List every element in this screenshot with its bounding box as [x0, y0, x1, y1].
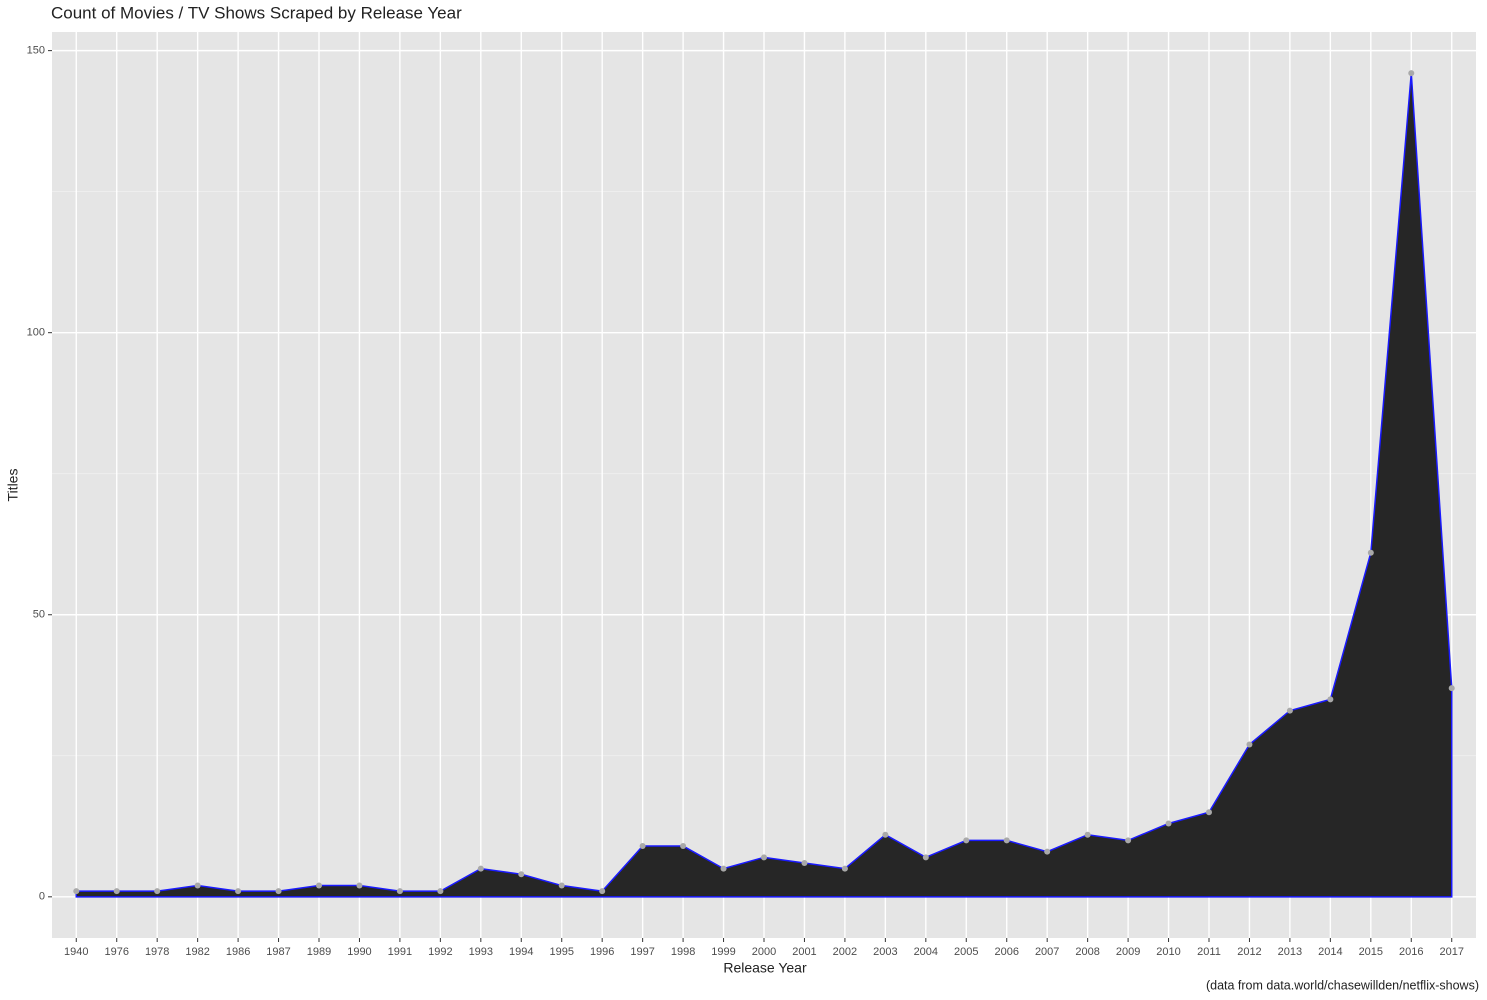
point [1003, 837, 1010, 844]
x-tick-label: 1986 [226, 946, 250, 958]
x-tick-label: 2002 [833, 946, 857, 958]
point [720, 865, 727, 872]
x-tick-label: 1997 [630, 946, 654, 958]
x-tick-label: 1990 [347, 946, 371, 958]
point [154, 888, 161, 895]
point [922, 854, 929, 861]
area [75, 73, 1453, 898]
x-tick-label: 1992 [428, 946, 452, 958]
caption: (data from data.world/chasewillden/netfl… [1206, 978, 1479, 992]
point [761, 854, 767, 861]
point [316, 882, 322, 889]
x-tick-label: 2006 [994, 946, 1018, 958]
point [518, 871, 525, 878]
point [1206, 809, 1212, 816]
x-tick-label: 2012 [1237, 946, 1261, 958]
x-tick-label: 1995 [549, 946, 573, 958]
point [1084, 831, 1091, 838]
x-tick-label: 2015 [1359, 946, 1383, 958]
point [1246, 741, 1253, 748]
point [639, 843, 646, 850]
y-axis-label: Titles [5, 469, 21, 502]
point [194, 882, 201, 889]
point [1327, 696, 1334, 703]
x-tick-label: 2009 [1116, 946, 1140, 958]
x-tick-label: 2003 [873, 946, 897, 958]
point [1044, 848, 1051, 855]
point [1367, 549, 1374, 556]
x-axis-label: Release Year [723, 960, 807, 976]
point [841, 865, 848, 872]
x-tick-label: 1998 [671, 946, 695, 958]
y-tick-label: 0 [39, 891, 45, 903]
point [1165, 820, 1172, 827]
y-tick-label: 100 [27, 327, 45, 339]
point [1286, 707, 1293, 714]
point [235, 888, 242, 895]
point [477, 865, 484, 872]
x-tick-label: 2014 [1318, 946, 1342, 958]
point [599, 888, 606, 895]
x-tick-label: 1996 [590, 946, 614, 958]
point [1448, 685, 1455, 692]
point [437, 888, 444, 895]
x-tick-label: 1999 [711, 946, 735, 958]
grid [52, 32, 1476, 938]
point [680, 843, 687, 850]
x-tick-label: 2017 [1439, 946, 1463, 958]
point [73, 888, 80, 895]
x-tick-label: 2011 [1197, 946, 1221, 958]
chart-title: Count of Movies / TV Shows Scraped by Re… [51, 3, 462, 22]
x-tick-label: 2007 [1035, 946, 1059, 958]
x-tick-label: 1989 [307, 946, 331, 958]
x-tick-label: 1940 [64, 946, 88, 958]
x-tick-label: 2001 [792, 946, 816, 958]
point [882, 831, 889, 838]
point [275, 888, 282, 895]
x-tick-label: 2010 [1156, 946, 1180, 958]
x-tick-label: 2005 [954, 946, 978, 958]
x-tick-label: 1993 [469, 946, 493, 958]
x-tick-label: 1991 [388, 946, 412, 958]
point [396, 888, 403, 895]
x-tick-label: 2013 [1278, 946, 1302, 958]
y-tick-label: 50 [33, 609, 45, 621]
x-tick-label: 1976 [104, 946, 128, 958]
point [801, 859, 808, 866]
x-tick-label: 1994 [509, 946, 533, 958]
x-tick-label: 1987 [266, 946, 290, 958]
x-tick-label: 1982 [185, 946, 209, 958]
point [558, 882, 565, 889]
x-tick-label: 2008 [1075, 946, 1099, 958]
x-tick-label: 2016 [1399, 946, 1423, 958]
point [963, 837, 970, 844]
point [356, 882, 363, 889]
x-tick-label: 2000 [752, 946, 776, 958]
point [1125, 837, 1132, 844]
x-tick-label: 1978 [145, 946, 169, 958]
point [1408, 70, 1415, 77]
marks [73, 70, 1455, 898]
point [113, 888, 120, 895]
y-tick-label: 150 [27, 45, 45, 57]
x-tick-label: 2004 [914, 946, 938, 958]
